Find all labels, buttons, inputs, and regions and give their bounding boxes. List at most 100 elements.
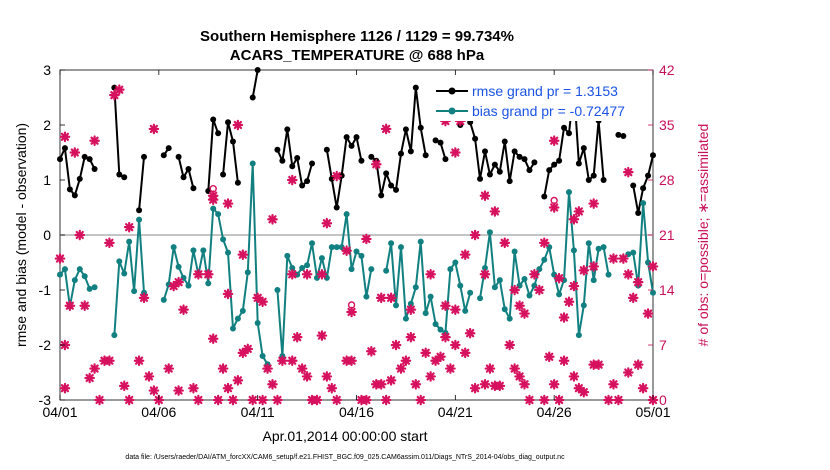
obs-assimilated-marker [647, 261, 659, 272]
obs-assimilated-marker [450, 339, 461, 351]
obs-assimilated-marker [123, 394, 135, 406]
obs-assimilated-marker-stroke [550, 136, 559, 145]
bias-data-point [417, 238, 424, 245]
rmse-data-point [66, 186, 73, 193]
obs-possible-assimilated-marker [548, 202, 560, 213]
obs-assimilated-marker-stroke [120, 381, 129, 390]
obs-assimilated-marker-stroke [134, 356, 144, 365]
rmse-data-point [210, 116, 217, 123]
obs-assimilated-marker [133, 355, 145, 367]
bias-data-point [91, 284, 98, 291]
rmse-data-point [645, 172, 652, 179]
bias-data-point [215, 211, 222, 218]
obs-assimilated-marker [578, 265, 590, 276]
rmse-data-point [304, 178, 311, 185]
obs-assimilated-marker-stroke [248, 395, 257, 405]
obs-assimilated-marker [622, 166, 634, 178]
chart-title: Southern Hemisphere 1126 / 1129 = 99.734… [200, 28, 514, 45]
bias-data-point [630, 249, 637, 256]
bias-data-point [333, 244, 340, 251]
bias-data-point [496, 277, 503, 284]
obs-assimilated-marker [104, 355, 115, 367]
obs-assimilated-marker-stroke [559, 356, 569, 365]
obs-assimilated-marker-stroke [386, 293, 396, 302]
obs-assimilated-marker-stroke [367, 347, 376, 356]
obs-assimilated-marker-stroke [223, 199, 233, 208]
bias-data-point [407, 300, 414, 307]
bias-data-point [185, 282, 192, 289]
bias-data-point [388, 240, 395, 247]
obs-assimilated-marker-stroke [382, 124, 391, 134]
bias-data-point [131, 288, 138, 295]
obs-assimilated-marker-stroke [510, 364, 519, 373]
obs-assimilated-marker [504, 339, 515, 351]
x-tick-label: 04/16 [339, 404, 374, 420]
obs-assimilated-marker-stroke [55, 254, 65, 263]
obs-assimilated-marker-stroke [554, 274, 564, 283]
obs-assimilated-marker [538, 394, 550, 406]
obs-assimilated-marker-stroke [233, 120, 243, 130]
rmse-data-point [417, 124, 424, 131]
rmse-data-point [299, 182, 306, 189]
obs-assimilated-marker [104, 237, 115, 249]
obs-assimilated-marker [54, 253, 66, 264]
obs-assimilated-marker [435, 351, 446, 363]
obs-assimilated-marker [123, 221, 135, 233]
rmse-series-line [138, 156, 145, 211]
obs-assimilated-marker [450, 304, 461, 315]
series-layer [54, 67, 659, 406]
bias-data-point [521, 276, 528, 282]
y-tick-label: -2 [39, 337, 52, 353]
rmse-data-point [506, 178, 513, 185]
rmse-series-line [222, 121, 239, 183]
obs-assimilated-marker [188, 382, 199, 394]
obs-assimilated-marker [89, 135, 100, 147]
obs-assimilated-marker-stroke [451, 148, 460, 157]
obs-assimilated-marker-stroke [115, 85, 124, 94]
bias-data-point [600, 244, 607, 251]
obs-assimilated-marker-stroke [550, 380, 559, 389]
rmse-data-point [284, 126, 291, 133]
bias-data-point [289, 265, 296, 271]
obs-assimilated-marker [622, 268, 634, 280]
obs-assimilated-marker [262, 363, 273, 374]
obs-assimilated-marker [316, 330, 328, 341]
obs-assimilated-marker-stroke [332, 395, 341, 405]
obs-assimilated-marker [89, 363, 100, 374]
obs-assimilated-marker [514, 371, 525, 382]
obs-assimilated-marker [222, 382, 234, 394]
obs-assimilated-marker-stroke [426, 372, 435, 381]
obs-assimilated-marker-stroke [75, 230, 84, 240]
obs-assimilated-marker [217, 363, 229, 374]
bias-data-point [190, 247, 197, 254]
rmse-data-point [225, 119, 232, 126]
obs-assimilated-marker-stroke [416, 395, 425, 405]
obs-assimilated-marker-stroke [372, 160, 381, 169]
obs-assimilated-marker-stroke [624, 168, 633, 177]
rmse-series-line [177, 156, 195, 189]
obs-assimilated-marker [267, 213, 278, 225]
bias-data-point [126, 238, 133, 245]
obs-assimilated-marker [440, 300, 451, 312]
obs-assimilated-marker-stroke [594, 360, 603, 369]
obs-assimilated-marker [484, 363, 496, 374]
obs-assimilated-marker-stroke [204, 270, 213, 279]
bias-data-point [585, 240, 592, 247]
obs-assimilated-marker [361, 233, 372, 245]
bias-data-point [259, 353, 266, 359]
obs-assimilated-marker-stroke [125, 223, 134, 232]
bias-data-point [81, 273, 88, 280]
bias-data-point [590, 277, 597, 284]
legend-box [431, 79, 649, 121]
obs-assimilated-marker [361, 394, 372, 406]
obs-assimilated-marker [326, 382, 338, 394]
obs-assimilated-marker [286, 174, 298, 186]
obs-assimilated-marker-stroke [520, 380, 529, 389]
rmse-data-point [141, 153, 148, 160]
obs-assimilated-marker [563, 296, 575, 308]
obs-assimilated-marker [242, 343, 254, 355]
obs-assimilated-marker-stroke [322, 219, 331, 228]
obs-assimilated-marker [301, 371, 313, 382]
obs-assimilated-marker [519, 378, 530, 390]
y-right-tick-label: 0 [659, 392, 667, 408]
